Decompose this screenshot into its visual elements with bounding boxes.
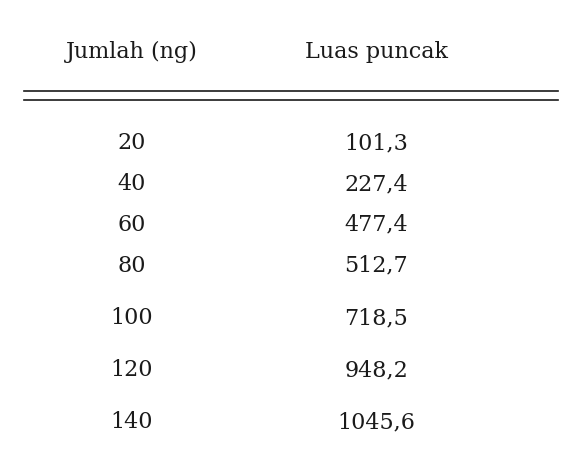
Text: 1045,6: 1045,6 <box>338 411 415 433</box>
Text: 227,4: 227,4 <box>345 173 408 195</box>
Text: 101,3: 101,3 <box>345 132 408 154</box>
Text: 20: 20 <box>118 132 146 154</box>
Text: 718,5: 718,5 <box>345 307 408 329</box>
Text: 100: 100 <box>111 307 153 329</box>
Text: 120: 120 <box>111 359 153 381</box>
Text: Jumlah (ng): Jumlah (ng) <box>66 41 198 63</box>
Text: 140: 140 <box>111 411 153 433</box>
Text: 948,2: 948,2 <box>345 359 408 381</box>
Text: Luas puncak: Luas puncak <box>305 41 448 63</box>
Text: 512,7: 512,7 <box>345 255 408 277</box>
Text: 477,4: 477,4 <box>345 214 408 236</box>
Text: 40: 40 <box>118 173 146 195</box>
Text: 60: 60 <box>118 214 146 236</box>
Text: 80: 80 <box>118 255 146 277</box>
